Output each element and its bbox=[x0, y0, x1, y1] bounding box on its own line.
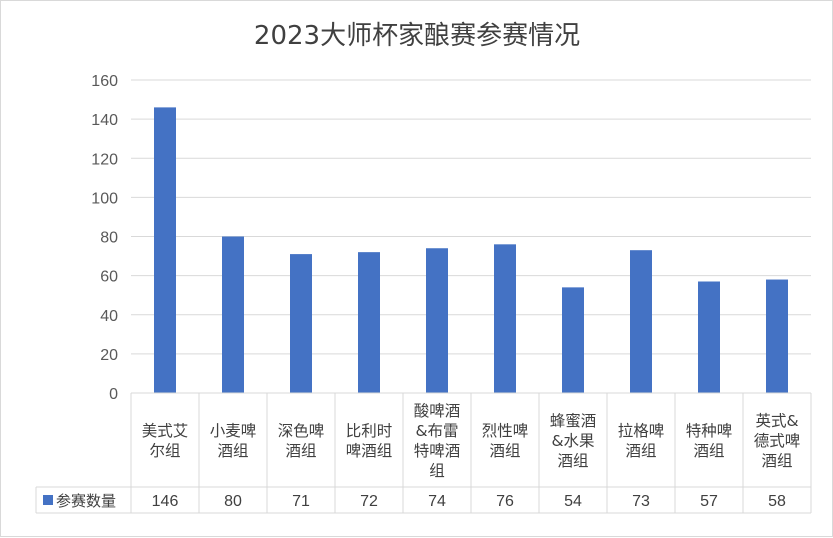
category-label-line: 尔组 bbox=[149, 442, 180, 460]
data-table-value: 73 bbox=[632, 493, 650, 510]
data-table: 美式艾尔组小麦啤酒组深色啤酒组比利时啤酒组酸啤酒&布雷特啤酒组烈性啤酒组蜂蜜酒&… bbox=[35, 392, 812, 514]
chart-title: 2023大师杯家酿赛参赛情况 bbox=[254, 21, 580, 51]
category-label: 美式艾尔组 bbox=[142, 422, 189, 460]
category-label: 比利时啤酒组 bbox=[346, 422, 393, 460]
category-label-line: 酒组 bbox=[489, 442, 520, 460]
y-tick-label: 140 bbox=[91, 112, 118, 129]
bar bbox=[154, 107, 176, 393]
bar bbox=[766, 279, 788, 393]
y-tick-label: 80 bbox=[100, 230, 118, 247]
category-label-line: 蜂蜜酒 bbox=[550, 412, 597, 430]
category-label-line: 美式艾 bbox=[142, 422, 189, 440]
data-table-value: 74 bbox=[428, 493, 446, 510]
category-label: 特种啤酒组 bbox=[686, 422, 733, 460]
category-label-line: 酒组 bbox=[285, 442, 316, 460]
y-tick-label: 20 bbox=[100, 347, 118, 364]
bars bbox=[154, 107, 788, 393]
y-tick-label: 0 bbox=[109, 386, 118, 403]
category-label: 酸啤酒&布雷特啤酒组 bbox=[414, 402, 461, 480]
data-table-value: 71 bbox=[292, 493, 310, 510]
category-label: 拉格啤酒组 bbox=[618, 422, 665, 460]
data-table-value: 146 bbox=[152, 493, 179, 510]
bar bbox=[290, 254, 312, 393]
data-table-value: 58 bbox=[768, 493, 786, 510]
bar bbox=[698, 281, 720, 393]
y-tick-label: 100 bbox=[91, 190, 118, 207]
legend-label: 参赛数量 bbox=[56, 492, 116, 510]
data-table-value: 57 bbox=[700, 493, 718, 510]
category-label-line: 酒组 bbox=[217, 442, 248, 460]
bar bbox=[358, 252, 380, 393]
category-label-line: 啤酒组 bbox=[346, 442, 393, 460]
bar bbox=[562, 287, 584, 393]
category-label-line: 烈性啤 bbox=[482, 422, 529, 440]
bar bbox=[222, 236, 244, 393]
category-label-line: 酒组 bbox=[625, 442, 656, 460]
category-label: 烈性啤酒组 bbox=[482, 422, 529, 460]
y-tick-label: 60 bbox=[100, 269, 118, 286]
category-label-line: &布雷 bbox=[415, 422, 458, 440]
category-label-line: 酸啤酒 bbox=[414, 402, 461, 420]
category-label-line: &水果 bbox=[551, 432, 594, 450]
category-label-line: 特种啤 bbox=[686, 422, 733, 440]
category-label-line: 比利时 bbox=[346, 422, 393, 440]
category-label-line: 小麦啤 bbox=[210, 422, 257, 440]
data-table-value: 80 bbox=[224, 493, 242, 510]
gridlines bbox=[131, 79, 811, 355]
data-table-value: 54 bbox=[564, 493, 582, 510]
category-label-line: 酒组 bbox=[761, 452, 792, 470]
category-label-line: 深色啤 bbox=[278, 422, 325, 440]
category-label: 蜂蜜酒&水果酒组 bbox=[550, 412, 597, 470]
category-label-line: 拉格啤 bbox=[618, 422, 665, 440]
bar bbox=[426, 248, 448, 393]
category-label-line: 组 bbox=[429, 462, 445, 480]
data-table-value: 76 bbox=[496, 493, 514, 510]
category-label-line: 酒组 bbox=[557, 452, 588, 470]
category-label-line: 英式& bbox=[755, 412, 798, 430]
category-label: 小麦啤酒组 bbox=[210, 422, 257, 460]
category-label-line: 酒组 bbox=[693, 442, 724, 460]
y-axis-ticks: 0 20 40 60 80 100 120 140 160 bbox=[91, 73, 118, 403]
legend-swatch bbox=[43, 495, 53, 505]
category-label-line: 德式啤 bbox=[754, 432, 801, 450]
data-table-value: 72 bbox=[360, 493, 378, 510]
y-tick-label: 40 bbox=[100, 308, 118, 325]
category-label: 英式&德式啤酒组 bbox=[754, 412, 801, 470]
category-label-line: 特啤酒 bbox=[414, 442, 461, 460]
bar bbox=[630, 250, 652, 393]
category-label: 深色啤酒组 bbox=[278, 422, 325, 460]
y-tick-label: 120 bbox=[91, 151, 118, 168]
bar bbox=[494, 244, 516, 393]
y-tick-label: 160 bbox=[91, 73, 118, 90]
